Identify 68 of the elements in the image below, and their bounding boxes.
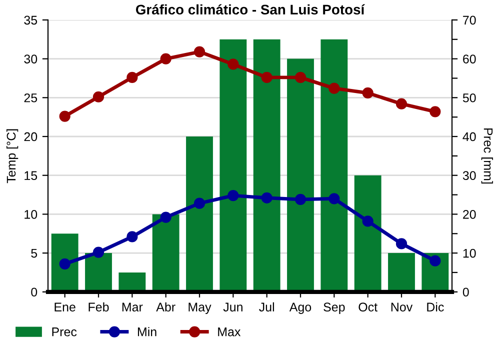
chart-title: Gráfico climático - San Luis Potosí bbox=[136, 4, 365, 15]
point bbox=[228, 58, 239, 70]
x-tick-label: Feb bbox=[88, 302, 109, 312]
y2-axis-title: Prec [mm] bbox=[481, 128, 493, 184]
y2-tick-label: 10 bbox=[463, 248, 476, 258]
y-tick-label: 15 bbox=[24, 171, 38, 180]
x-tick-label: Ago bbox=[289, 302, 312, 314]
y2-tick-label: 40 bbox=[462, 132, 476, 142]
y2-tick-label: 30 bbox=[462, 171, 476, 180]
bar bbox=[51, 234, 78, 292]
y-tick-label: 20 bbox=[24, 132, 38, 142]
y2-tick-label: 70 bbox=[463, 16, 476, 25]
y-tick-label: 35 bbox=[24, 16, 38, 25]
point bbox=[362, 87, 374, 99]
legend-label: Prec bbox=[52, 328, 77, 336]
point bbox=[126, 231, 138, 242]
bar bbox=[253, 39, 280, 292]
y-tick-label: 0 bbox=[31, 288, 38, 297]
point bbox=[194, 46, 206, 58]
bar bbox=[354, 175, 382, 292]
x-tick-label: Abr bbox=[156, 302, 176, 312]
x-tick-label: Dic bbox=[427, 302, 444, 312]
x-tick-label: May bbox=[188, 302, 212, 314]
legend-label: Min bbox=[138, 327, 156, 336]
y-tick-label: 25 bbox=[24, 93, 38, 102]
point bbox=[228, 190, 239, 202]
y2-tick-label: 20 bbox=[463, 210, 476, 219]
y2-tick-label: 0 bbox=[462, 288, 469, 297]
y-axis-title: Temp [°C] bbox=[6, 129, 18, 184]
point bbox=[294, 72, 306, 84]
bar bbox=[152, 214, 180, 292]
point bbox=[92, 246, 104, 258]
point bbox=[430, 255, 441, 266]
point bbox=[396, 98, 408, 110]
point bbox=[59, 258, 70, 270]
point bbox=[92, 91, 104, 102]
x-tick-label: Ene bbox=[54, 302, 76, 312]
y2-tick-label: 60 bbox=[463, 54, 476, 64]
point bbox=[328, 82, 340, 94]
x-tick-label: Jul bbox=[259, 302, 274, 312]
bar bbox=[220, 39, 247, 292]
point bbox=[396, 238, 408, 250]
y2-tick-label: 50 bbox=[462, 93, 476, 102]
legend-label: Max bbox=[218, 328, 241, 336]
x-tick-label: Nov bbox=[391, 302, 413, 312]
point bbox=[261, 72, 272, 84]
point bbox=[126, 72, 138, 84]
point bbox=[362, 216, 374, 227]
x-tick-label: Sep bbox=[324, 302, 345, 314]
y-tick-label: 5 bbox=[31, 248, 38, 258]
bar bbox=[186, 136, 213, 292]
x-tick-label: Jun bbox=[223, 302, 242, 312]
bar bbox=[118, 272, 146, 292]
point bbox=[160, 53, 172, 64]
point bbox=[430, 106, 441, 118]
x-tick-label: Oct bbox=[358, 302, 378, 312]
x-tick-label: Mar bbox=[122, 302, 143, 312]
point bbox=[328, 193, 340, 204]
y-tick-label: 30 bbox=[24, 54, 38, 64]
point bbox=[261, 192, 272, 204]
y-tick-label: 10 bbox=[24, 210, 38, 219]
point bbox=[194, 198, 206, 209]
bar bbox=[388, 253, 415, 292]
point bbox=[294, 194, 306, 205]
bar bbox=[287, 58, 314, 292]
point bbox=[59, 110, 70, 122]
point bbox=[160, 212, 172, 223]
bar bbox=[320, 39, 348, 292]
